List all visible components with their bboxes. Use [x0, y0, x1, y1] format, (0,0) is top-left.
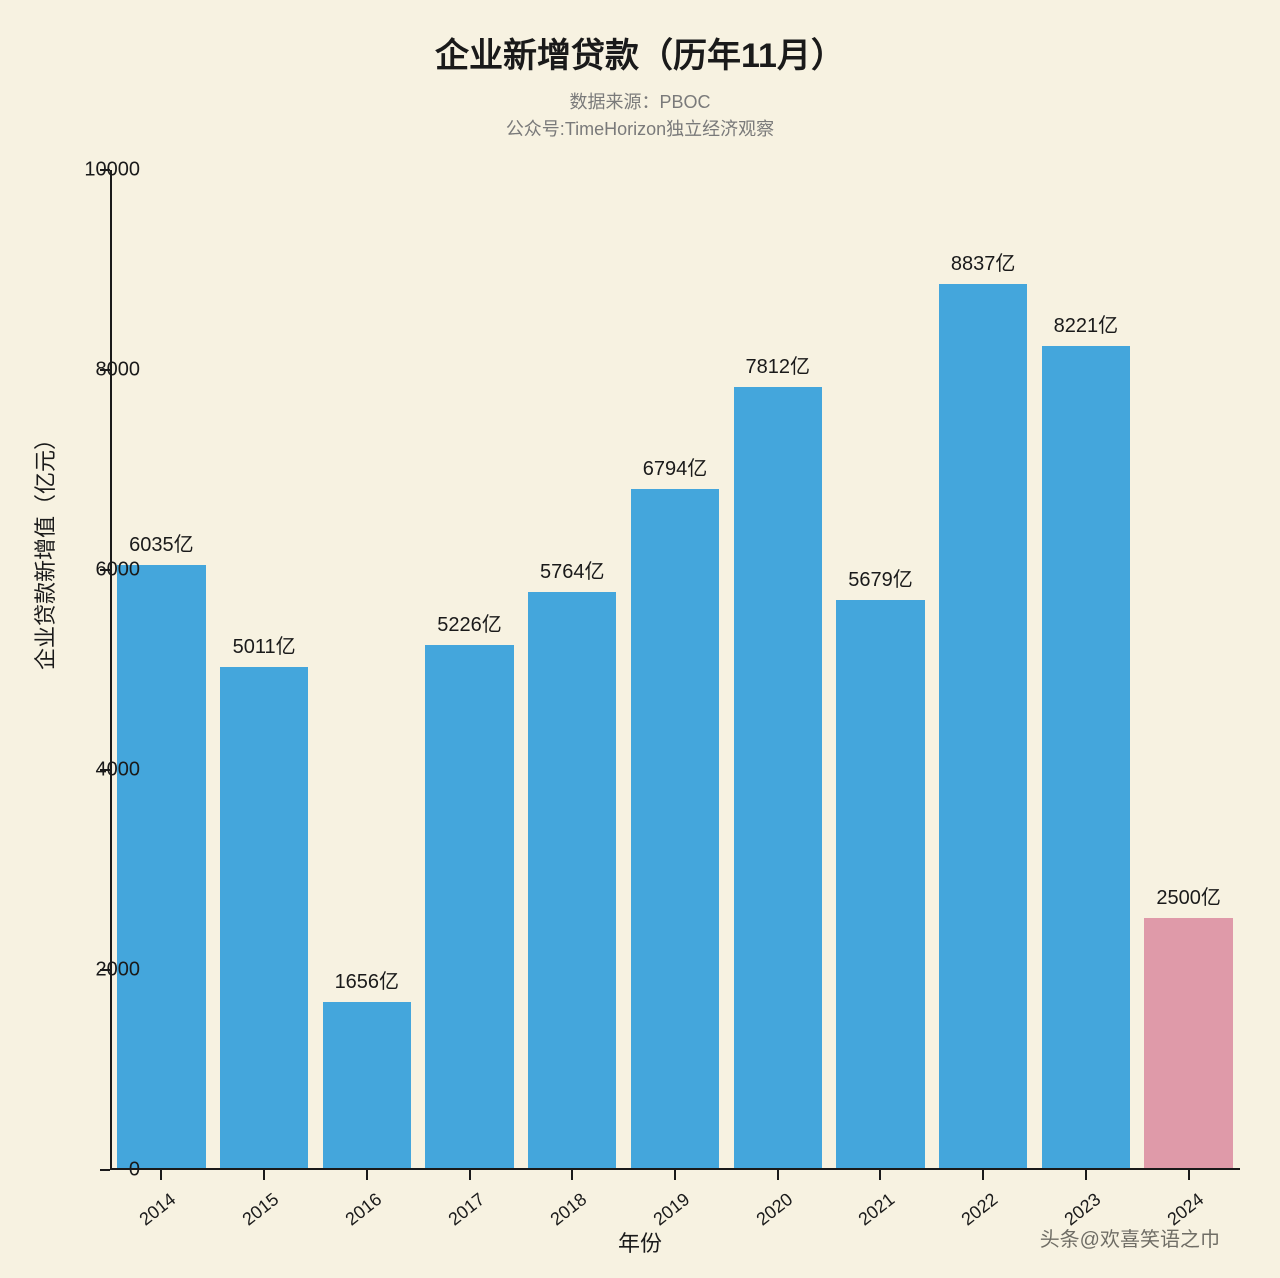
bar — [323, 1002, 411, 1168]
bar-value-label: 5226亿 — [437, 608, 502, 637]
x-tick-label: 2019 — [649, 1189, 693, 1230]
bar-value-label: 8221亿 — [1054, 309, 1119, 338]
bar — [836, 600, 924, 1168]
x-tick-label: 2015 — [239, 1189, 283, 1230]
bar-value-label: 5679亿 — [848, 563, 913, 592]
x-tick-label: 2017 — [444, 1189, 488, 1230]
bar — [528, 592, 616, 1168]
x-tick — [1188, 1170, 1190, 1180]
bar-value-label: 1656亿 — [335, 965, 400, 994]
chart-subtitle: 数据来源：PBOC 公众号:TimeHorizon独立经济观察 — [0, 89, 1280, 143]
y-tick-label: 6000 — [96, 559, 141, 582]
chart-plot-area: 6035亿20145011亿20151656亿20165226亿20175764… — [110, 170, 1240, 1170]
bar — [1144, 918, 1232, 1168]
bar-value-label: 6794亿 — [643, 452, 708, 481]
bar — [1042, 346, 1130, 1168]
y-tick — [100, 1169, 110, 1171]
bar-value-label: 6035亿 — [129, 528, 194, 557]
y-tick-label: 0 — [129, 1159, 140, 1182]
bar — [631, 489, 719, 1168]
y-tick-label: 10000 — [84, 159, 140, 182]
bar-value-label: 2500亿 — [1156, 881, 1221, 910]
x-tick — [777, 1170, 779, 1180]
x-tick-label: 2021 — [855, 1189, 899, 1230]
bar-value-label: 5764亿 — [540, 555, 605, 584]
y-tick-label: 2000 — [96, 959, 141, 982]
chart-title: 企业新增贷款（历年11月） — [0, 0, 1280, 77]
x-tick-label: 2022 — [958, 1189, 1002, 1230]
x-tick-label: 2020 — [752, 1189, 796, 1230]
x-axis-title: 年份 — [618, 1226, 662, 1258]
x-tick — [160, 1170, 162, 1180]
bar — [220, 667, 308, 1168]
bar — [734, 387, 822, 1168]
bar-value-label: 8837亿 — [951, 247, 1016, 276]
x-tick — [366, 1170, 368, 1180]
bar — [425, 645, 513, 1168]
x-tick-label: 2016 — [341, 1189, 385, 1230]
x-tick — [674, 1170, 676, 1180]
bar-value-label: 5011亿 — [233, 630, 296, 659]
x-tick — [1085, 1170, 1087, 1180]
watermark-text: 头条@欢喜笑语之巾 — [1040, 1223, 1220, 1252]
x-tick-label: 2014 — [136, 1189, 180, 1230]
bar — [939, 284, 1027, 1168]
x-tick — [879, 1170, 881, 1180]
x-tick — [469, 1170, 471, 1180]
bar-value-label: 7812亿 — [745, 350, 810, 379]
bar — [117, 565, 205, 1169]
x-tick — [263, 1170, 265, 1180]
y-axis-title: 企业贷款新增值（亿元） — [28, 428, 60, 670]
x-tick-label: 2018 — [547, 1189, 591, 1230]
y-tick-label: 8000 — [96, 359, 141, 382]
x-tick — [571, 1170, 573, 1180]
subtitle-line-1: 数据来源：PBOC — [0, 89, 1280, 116]
y-axis-line — [110, 170, 112, 1170]
x-tick — [982, 1170, 984, 1180]
y-tick-label: 4000 — [96, 759, 141, 782]
subtitle-line-2: 公众号:TimeHorizon独立经济观察 — [0, 116, 1280, 143]
